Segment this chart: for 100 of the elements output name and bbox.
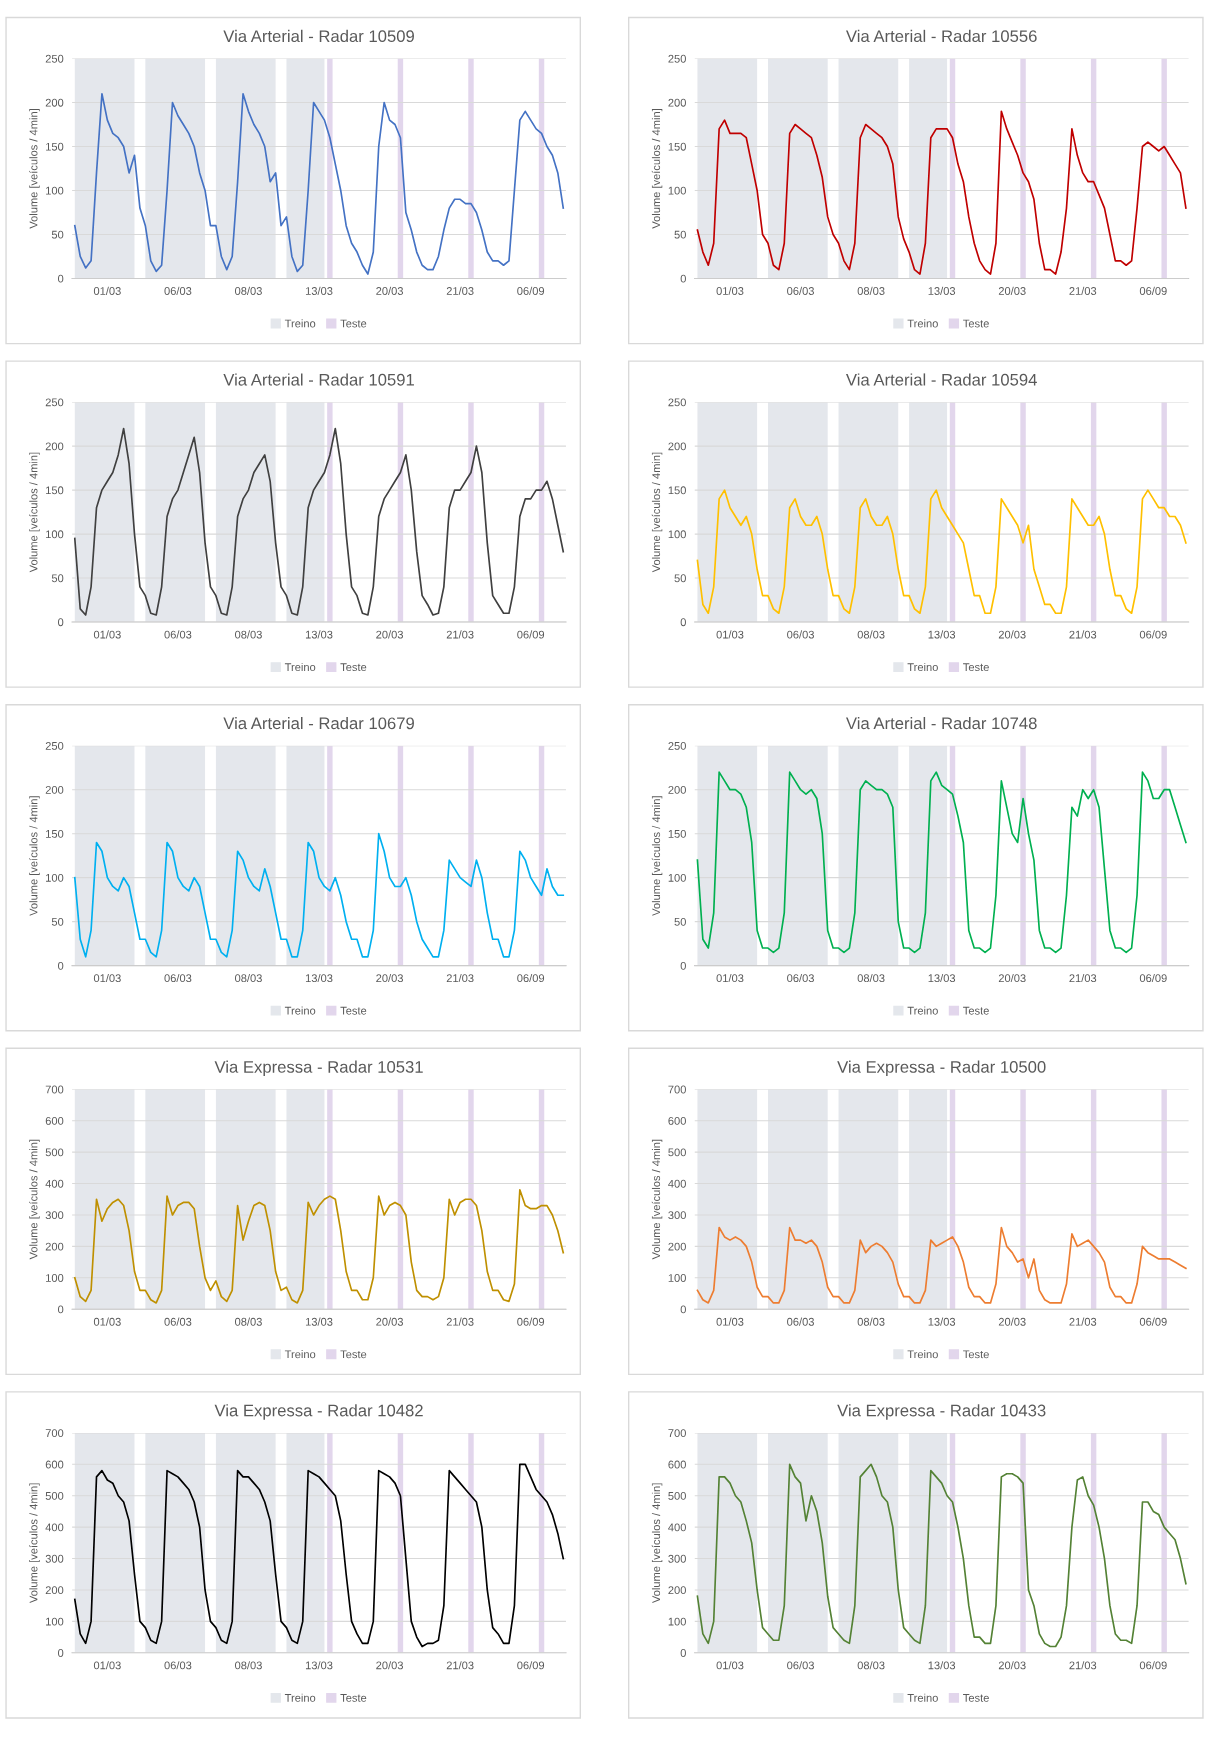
x-tick-label: 13/03 xyxy=(928,630,956,639)
line-series xyxy=(73,1189,565,1304)
x-tick-label: 06/03 xyxy=(164,973,192,983)
y-tick-label: 100 xyxy=(668,186,686,195)
y-tick-label: 0 xyxy=(680,1305,686,1314)
chart-title: Via Arterial - Radar 10509 xyxy=(223,29,414,43)
y-tick-label: 50 xyxy=(51,574,64,583)
legend-label: Teste xyxy=(340,1350,367,1359)
y-axis-title: Volume [veículos / 4min] xyxy=(651,452,663,573)
y-tick-label: 300 xyxy=(668,1211,686,1220)
x-tick-label: 08/03 xyxy=(235,973,262,983)
x-tick-label: 13/03 xyxy=(305,1661,333,1670)
x-tick-label: 06/09 xyxy=(517,1317,545,1326)
y-tick-label: 150 xyxy=(668,142,686,151)
y-axis-title: Volume [veículos / 4min] xyxy=(29,109,40,229)
x-tick-label: 08/03 xyxy=(235,1661,262,1670)
legend-label: Teste xyxy=(340,1694,367,1702)
y-tick-label: 300 xyxy=(45,1554,64,1563)
x-tick-label: 06/03 xyxy=(787,286,814,295)
legend-label: Teste xyxy=(963,1006,989,1015)
legend-label: Treino xyxy=(907,1350,938,1359)
x-tick-label: 01/03 xyxy=(93,630,121,639)
legend-label: Treino xyxy=(284,1350,316,1359)
line-series xyxy=(696,489,1187,615)
y-axis-title: Volume [veículos / 4min] xyxy=(651,1483,663,1604)
x-tick-label: 13/03 xyxy=(305,286,333,295)
y-tick-label: 50 xyxy=(674,917,686,926)
x-tick-label: 08/03 xyxy=(857,286,885,295)
y-tick-label: 250 xyxy=(668,741,686,750)
y-tick-label: 100 xyxy=(46,530,64,539)
x-tick-label: 21/03 xyxy=(1069,630,1097,639)
y-axis-title: Volume [veículos / 4min] xyxy=(29,796,40,916)
y-tick-label: 200 xyxy=(45,1586,64,1595)
x-tick-label: 01/03 xyxy=(716,973,744,983)
chart-title: Via Arterial - Radar 10594 xyxy=(846,373,1037,386)
y-tick-label: 600 xyxy=(45,1460,64,1469)
y-axis-title: Volume [veículos / 4min] xyxy=(29,1139,40,1260)
x-tick-label: 21/03 xyxy=(1069,973,1097,983)
y-tick-label: 400 xyxy=(45,1523,64,1532)
y-tick-label: 150 xyxy=(46,829,64,838)
y-tick-label: 150 xyxy=(668,829,686,838)
y-tick-label: 200 xyxy=(45,442,64,451)
chart-title: Via Arterial - Radar 10679 xyxy=(223,716,414,730)
chart-title: Via Expressa - Radar 10433 xyxy=(837,1404,1046,1420)
x-tick-label: 08/03 xyxy=(235,286,262,295)
x-tick-label: 08/03 xyxy=(235,1317,262,1326)
x-tick-label: 01/03 xyxy=(93,973,121,983)
y-tick-label: 600 xyxy=(45,1117,64,1125)
chart-title: Via Arterial - Radar 10556 xyxy=(846,29,1037,43)
y-tick-label: 300 xyxy=(668,1554,686,1563)
x-tick-label: 08/03 xyxy=(857,630,885,639)
x-tick-label: 20/03 xyxy=(376,973,403,983)
line-series xyxy=(696,771,1187,954)
y-tick-label: 200 xyxy=(45,98,64,107)
line-series xyxy=(73,1463,565,1648)
x-tick-label: 06/09 xyxy=(1139,1317,1167,1326)
x-tick-label: 08/03 xyxy=(235,630,262,639)
x-tick-label: 13/03 xyxy=(928,1661,956,1670)
y-tick-label: 700 xyxy=(668,1429,686,1438)
chart-title: Via Expressa - Radar 10531 xyxy=(214,1060,423,1077)
x-tick-label: 06/03 xyxy=(787,1317,814,1326)
y-tick-label: 700 xyxy=(45,1085,64,1094)
x-tick-label: 20/03 xyxy=(376,1661,403,1670)
legend-label: Teste xyxy=(340,663,367,672)
y-tick-label: 100 xyxy=(668,873,686,882)
x-tick-label: 21/03 xyxy=(1069,1661,1097,1670)
y-tick-label: 500 xyxy=(45,1148,64,1157)
legend-label: Treino xyxy=(907,662,938,672)
y-tick-label: 400 xyxy=(45,1179,64,1188)
line-series xyxy=(73,832,565,958)
y-tick-label: 200 xyxy=(668,1242,686,1251)
x-tick-label: 13/03 xyxy=(305,1317,333,1326)
x-tick-label: 01/03 xyxy=(716,630,744,639)
x-tick-label: 13/03 xyxy=(305,630,333,639)
x-tick-label: 06/03 xyxy=(787,973,814,983)
legend-label: Treino xyxy=(284,662,316,672)
chart-title: Via Expressa - Radar 10482 xyxy=(214,1404,423,1420)
y-tick-label: 200 xyxy=(668,1586,686,1595)
y-tick-label: 250 xyxy=(45,741,64,750)
x-tick-label: 20/03 xyxy=(376,286,403,295)
legend-label: Teste xyxy=(963,663,989,672)
y-tick-label: 700 xyxy=(668,1085,686,1094)
line-series xyxy=(73,427,565,616)
x-tick-label: 20/03 xyxy=(998,630,1026,639)
y-tick-label: 50 xyxy=(674,574,686,583)
x-tick-label: 13/03 xyxy=(928,1317,956,1326)
chart-title: Via Expressa - Radar 10500 xyxy=(837,1060,1046,1077)
y-tick-label: 600 xyxy=(668,1460,686,1469)
y-axis-title: Volume [veículos / 4min] xyxy=(651,796,663,916)
x-tick-label: 01/03 xyxy=(716,286,744,295)
y-tick-label: 0 xyxy=(680,618,686,627)
x-tick-label: 08/03 xyxy=(857,973,885,983)
x-tick-label: 01/03 xyxy=(716,1317,744,1326)
legend-label: Treino xyxy=(907,1693,938,1702)
y-tick-label: 250 xyxy=(45,54,64,63)
y-tick-label: 100 xyxy=(46,1274,64,1282)
y-tick-label: 50 xyxy=(674,230,686,239)
y-tick-label: 200 xyxy=(45,785,64,794)
x-tick-label: 06/09 xyxy=(1139,1661,1167,1670)
y-tick-label: 500 xyxy=(668,1492,686,1500)
